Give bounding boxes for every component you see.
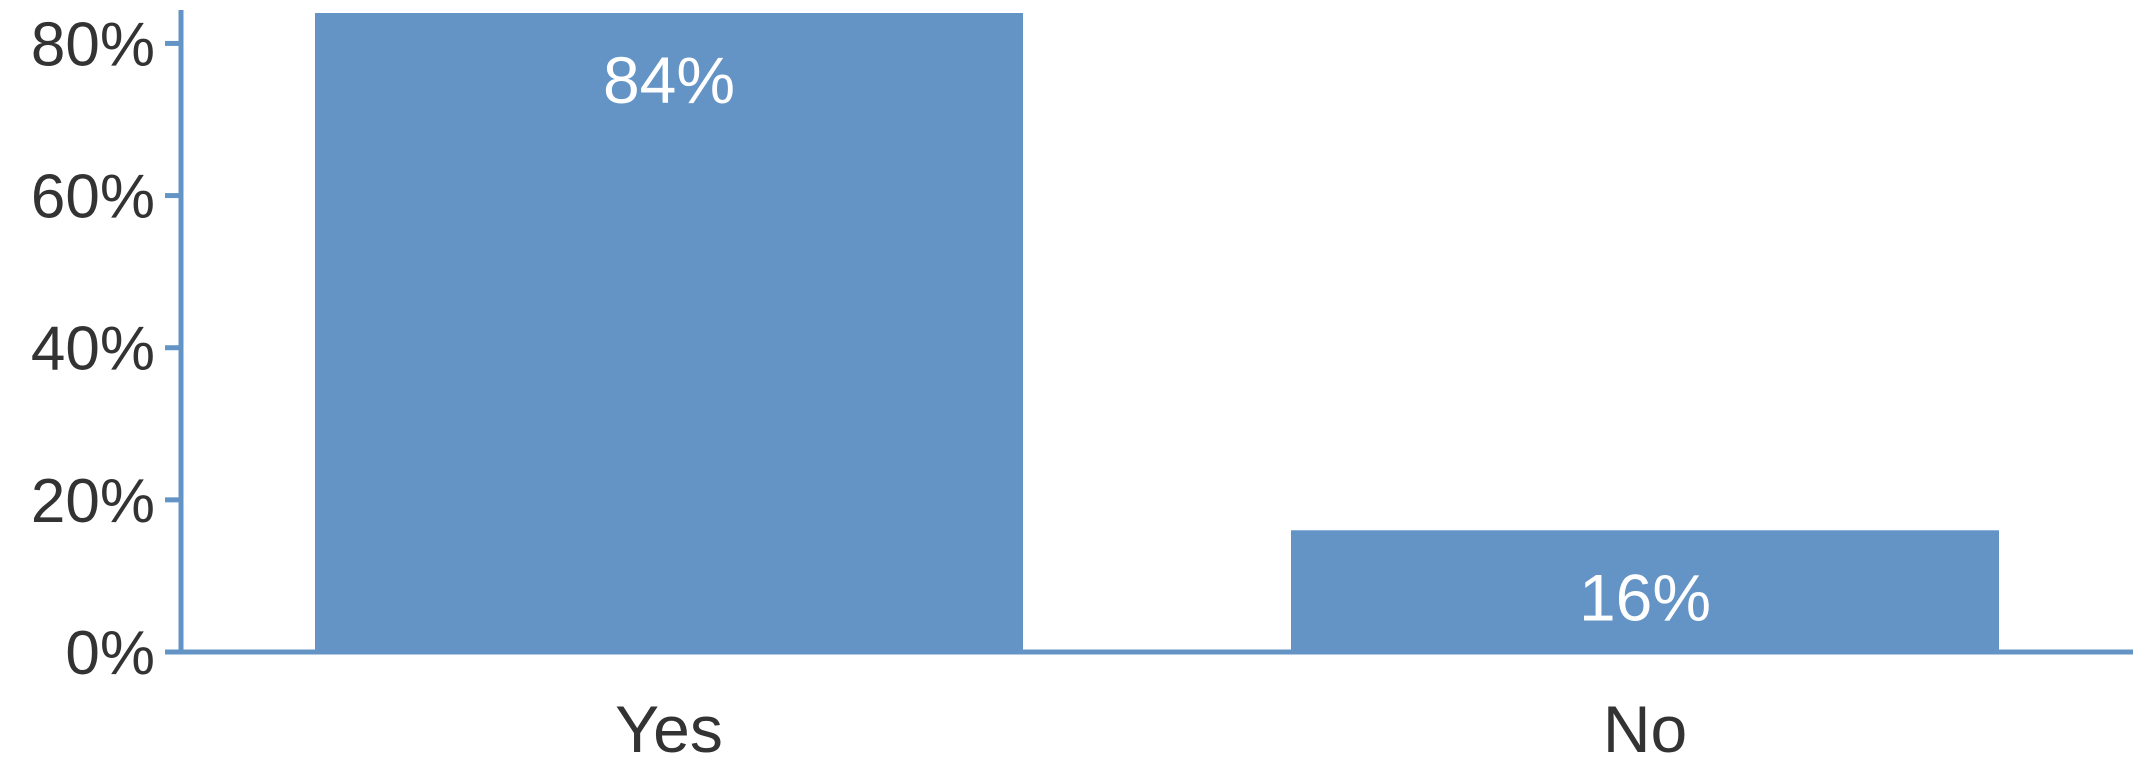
x-tick-label-yes: Yes xyxy=(615,692,723,761)
axes-layer xyxy=(165,10,2133,655)
bar-yes xyxy=(315,13,1023,652)
y-tick-label: 20% xyxy=(31,467,155,536)
bar-value-label-yes: 84% xyxy=(603,43,735,117)
x-tick-label-no: No xyxy=(1603,692,1687,761)
bar-value-label-no: 16% xyxy=(1579,560,1711,634)
y-tick-label: 0% xyxy=(65,619,155,688)
bars-layer xyxy=(315,13,1999,652)
y-tick-label: 60% xyxy=(31,163,155,232)
labels-layer: 84% Yes 16% No 0% 20% 40% 60% 80% xyxy=(31,10,1711,761)
y-tick-label: 80% xyxy=(31,10,155,79)
y-tick-label: 40% xyxy=(31,315,155,384)
bar-no xyxy=(1291,530,1999,652)
